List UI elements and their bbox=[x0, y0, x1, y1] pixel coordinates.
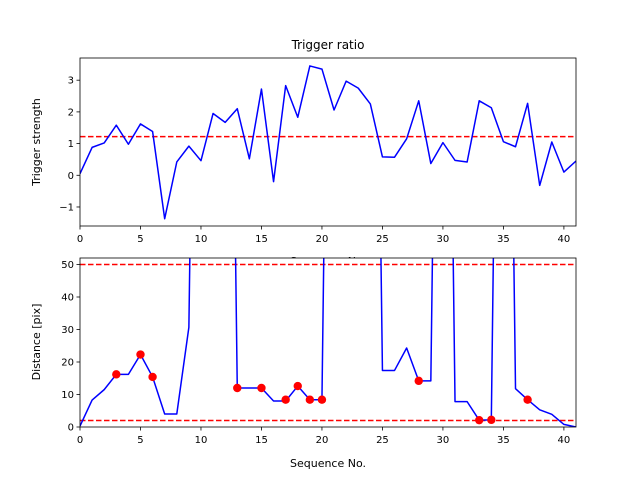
bottom-y-tick-label: 20 bbox=[61, 358, 74, 369]
bottom-y-tick-label: 10 bbox=[61, 390, 74, 401]
top-y-tick-label: 2 bbox=[68, 107, 74, 118]
bottom-x-tick-label: 5 bbox=[137, 435, 143, 446]
top-x-tick-label: 20 bbox=[316, 234, 329, 245]
top-x-tick-label: 35 bbox=[497, 234, 510, 245]
top-x-tick-label: 0 bbox=[77, 234, 83, 245]
bottom-x-tick-label: 25 bbox=[376, 435, 389, 446]
bottom-axes-frame bbox=[79, 257, 577, 428]
bottom-marker-point bbox=[414, 376, 423, 386]
top-x-tick-label: 10 bbox=[195, 234, 208, 245]
bottom-plot-area bbox=[80, 258, 576, 427]
top-plot-area bbox=[80, 58, 576, 226]
bottom-chart: Sequence No. Distance [pix] 0 5 10 15 20 25 30… bbox=[30, 257, 577, 470]
bottom-marker-point bbox=[475, 415, 484, 425]
bottom-x-tick-label: 40 bbox=[558, 435, 571, 446]
top-x-tick-label: 30 bbox=[437, 234, 450, 245]
bottom-marker-point bbox=[487, 415, 496, 425]
top-chart: Trigger ratio Sequence No. Trigger stren… bbox=[30, 38, 577, 268]
bottom-x-tick-label: 0 bbox=[77, 435, 83, 446]
bottom-marker-point bbox=[317, 395, 327, 404]
bottom-chart-xlabel: Sequence No. bbox=[290, 457, 366, 470]
bottom-marker-point bbox=[257, 383, 266, 393]
bottom-series-line-0 bbox=[80, 258, 576, 427]
top-x-tick-label: 40 bbox=[558, 234, 571, 245]
bottom-marker-point bbox=[136, 350, 145, 359]
top-y-tick-label: −1 bbox=[59, 202, 74, 213]
bottom-marker-point bbox=[148, 372, 157, 382]
bottom-y-tick-label: 50 bbox=[61, 260, 74, 271]
bottom-y-tick-label: 30 bbox=[61, 325, 74, 336]
bottom-y-tick-label: 0 bbox=[68, 423, 74, 434]
top-y-tick-label: 0 bbox=[68, 171, 74, 182]
bottom-marker-point bbox=[281, 395, 290, 404]
bottom-marker-point bbox=[305, 395, 315, 404]
bottom-y-tick-label: 40 bbox=[61, 293, 74, 304]
bottom-plot-content bbox=[80, 258, 576, 427]
top-chart-title: Trigger ratio bbox=[291, 38, 365, 52]
bottom-x-tick-label: 10 bbox=[195, 435, 208, 446]
top-chart-ylabel: Trigger strength bbox=[30, 98, 43, 187]
bottom-marker-point bbox=[112, 370, 121, 379]
bottom-x-tick-label: 35 bbox=[497, 435, 510, 446]
top-y-tick-label: 1 bbox=[68, 139, 74, 150]
bottom-marker-point bbox=[523, 395, 532, 404]
top-axes-frame bbox=[79, 57, 577, 227]
bottom-x-tick-label: 20 bbox=[316, 435, 329, 446]
bottom-marker-point bbox=[233, 383, 242, 393]
bottom-x-tick-label: 30 bbox=[437, 435, 450, 446]
bottom-chart-ylabel: Distance [pix] bbox=[30, 304, 43, 381]
bottom-marker-point bbox=[293, 381, 302, 391]
top-series-line-0 bbox=[80, 65, 576, 220]
top-x-tick-label: 25 bbox=[376, 234, 389, 245]
top-x-tick-label: 5 bbox=[137, 234, 143, 245]
top-plot-content bbox=[80, 65, 576, 220]
bottom-x-tick-label: 15 bbox=[255, 435, 268, 446]
top-y-tick-label: 3 bbox=[68, 76, 74, 87]
top-x-tick-label: 15 bbox=[255, 234, 268, 245]
